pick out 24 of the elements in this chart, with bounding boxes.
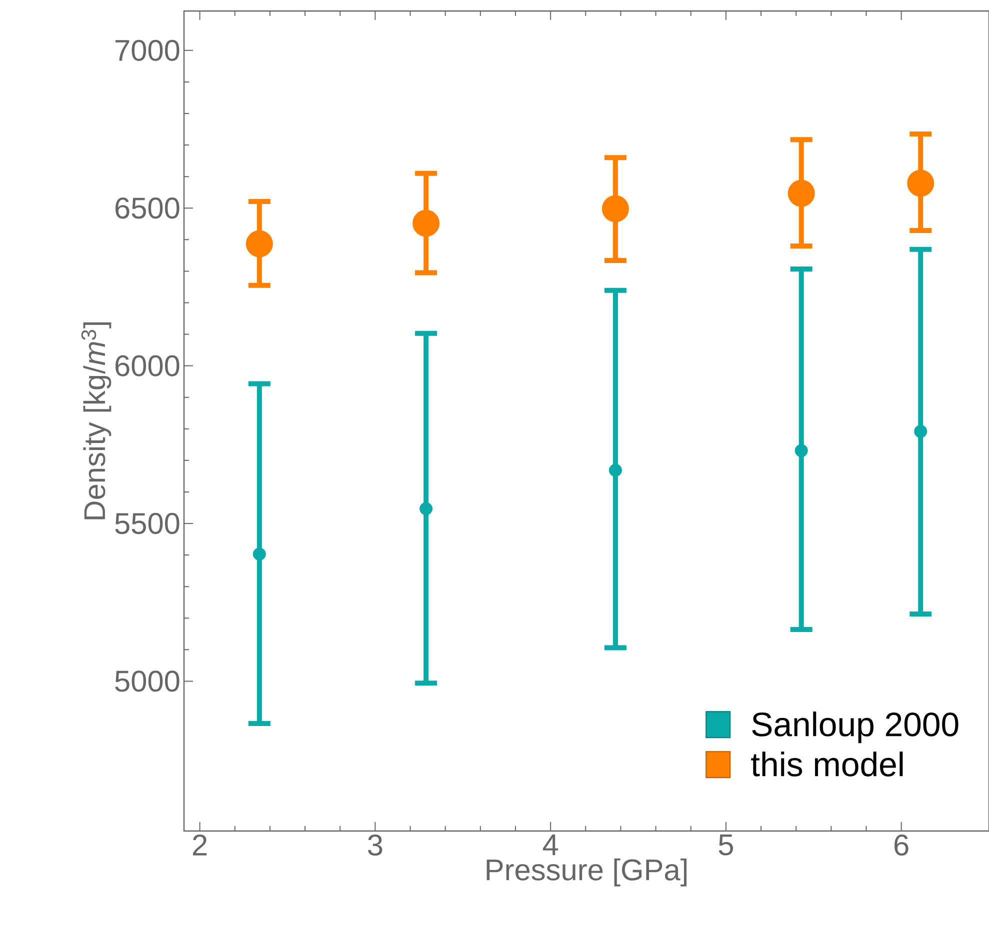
point xyxy=(602,195,629,222)
x-tick-label: 4 xyxy=(542,834,558,856)
x-axis-title: Pressure [GPa] xyxy=(486,858,686,886)
y-tick-label: 5500 xyxy=(115,512,180,534)
y-tick-label: 6000 xyxy=(116,355,180,376)
y-tick-label: 5000 xyxy=(115,670,180,692)
y-axis-title: Density [kg/m$^{3}$] xyxy=(81,322,112,520)
point xyxy=(608,464,622,477)
point xyxy=(914,424,928,438)
point xyxy=(246,230,273,258)
legend-label: Sanloup 2000 xyxy=(752,712,958,744)
y-tick-label: 6500 xyxy=(116,198,180,219)
x-tick-label: 2 xyxy=(192,834,207,856)
x-tick-label: 6 xyxy=(894,834,908,856)
point xyxy=(907,170,934,197)
legend-label: this model xyxy=(751,752,903,776)
point xyxy=(420,502,433,516)
point xyxy=(412,210,440,237)
y-tick-label: 7000 xyxy=(116,40,180,61)
point xyxy=(788,180,815,207)
point xyxy=(794,444,808,458)
point xyxy=(252,548,266,561)
x-tick-label: 3 xyxy=(368,834,382,856)
x-tick-label: 5 xyxy=(718,834,733,856)
